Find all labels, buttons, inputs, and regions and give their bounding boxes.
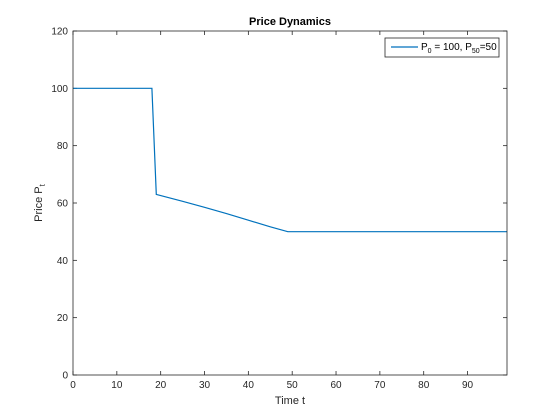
y-tick-label: 120 xyxy=(51,27,68,38)
tick-labels-layer: 0 10 20 30 40 50 60 70 80 90 0 20 40 60 80 100 120 xyxy=(51,27,473,392)
y-axis-label: Price Pt xyxy=(33,183,47,221)
legend: P0 = 100, P50=50 xyxy=(384,37,500,58)
legend-sub-50: 50 xyxy=(472,48,480,55)
y-tick-label: 20 xyxy=(57,313,69,324)
y-axis-label-subscript: t xyxy=(38,183,47,186)
x-tick-label: 0 xyxy=(70,380,76,391)
x-tick-label: 30 xyxy=(199,380,211,391)
y-tick-label: 100 xyxy=(51,84,68,95)
legend-p: P xyxy=(421,42,428,53)
x-tick-label: 40 xyxy=(243,380,255,391)
series-line-price xyxy=(73,87,507,233)
x-tick-label: 20 xyxy=(155,380,167,391)
y-tick-label: 40 xyxy=(57,256,69,267)
chart-title: Price Dynamics xyxy=(249,16,331,28)
legend-mid: = 100, P xyxy=(432,42,473,53)
y-axis-label-main: Price P xyxy=(33,186,45,221)
x-axis-label: Time t xyxy=(275,395,305,407)
y-tick-label: 0 xyxy=(62,371,68,382)
x-tick-label: 10 xyxy=(111,380,123,391)
plot-area xyxy=(73,31,507,375)
y-tick-label: 60 xyxy=(57,199,69,210)
x-tick-label: 70 xyxy=(374,380,386,391)
x-tick-label: 50 xyxy=(287,380,299,391)
legend-end: =50 xyxy=(480,42,497,53)
y-tick-label: 80 xyxy=(57,141,69,152)
legend-box xyxy=(384,37,500,58)
legend-sub-0: 0 xyxy=(428,48,432,55)
x-tick-label: 60 xyxy=(330,380,342,391)
x-tick-label: 80 xyxy=(418,380,430,391)
ticks-layer xyxy=(72,30,507,376)
x-tick-label: 90 xyxy=(462,380,474,391)
plot-frame xyxy=(72,30,508,376)
legend-entry: P0 = 100, P50=50 xyxy=(421,42,497,55)
